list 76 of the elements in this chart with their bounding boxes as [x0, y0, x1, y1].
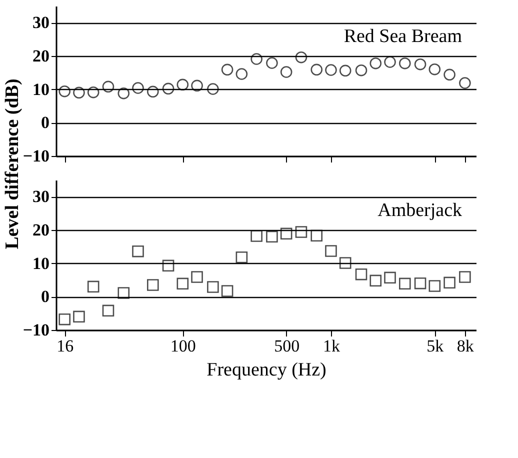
x-tick-label: 500	[274, 336, 300, 356]
y-tick-label: 0	[41, 287, 50, 306]
point	[58, 85, 70, 98]
x-tick-label: 5k	[426, 336, 444, 356]
point	[280, 66, 292, 78]
point	[87, 86, 100, 98]
point	[191, 271, 203, 283]
point	[459, 271, 471, 283]
point	[250, 53, 262, 65]
x-axis-title: Frequency (Hz)	[206, 360, 326, 380]
point	[398, 57, 411, 70]
y-tick-label: −10	[22, 320, 50, 340]
point	[221, 64, 234, 76]
y-axis-title: Level difference (dB)	[2, 78, 23, 250]
y-tick-label: 20	[32, 46, 50, 66]
point	[414, 277, 426, 290]
point	[58, 313, 70, 326]
x-tick-label: 1k	[322, 336, 340, 356]
point	[355, 64, 368, 76]
x-tick-label: 8k	[456, 336, 474, 356]
point	[87, 280, 100, 293]
y-tick-label: 10	[32, 254, 50, 273]
point	[250, 230, 262, 242]
point	[325, 64, 337, 76]
point	[428, 63, 441, 76]
point	[236, 68, 248, 80]
point	[444, 68, 456, 81]
point	[339, 64, 352, 77]
point	[339, 257, 352, 269]
point	[310, 64, 322, 76]
y-tick-label: 20	[32, 220, 50, 240]
point	[162, 260, 174, 272]
point	[132, 82, 144, 94]
point	[295, 51, 308, 64]
point	[162, 82, 174, 95]
point	[118, 87, 130, 100]
point	[73, 310, 85, 323]
point	[132, 245, 144, 258]
series-label: Red Sea Bream	[344, 26, 462, 47]
point	[266, 230, 278, 243]
point	[118, 287, 130, 299]
point	[236, 251, 248, 264]
point	[398, 278, 411, 290]
point	[459, 77, 471, 89]
point	[176, 78, 189, 91]
point	[266, 57, 278, 69]
point	[428, 280, 441, 292]
point	[146, 86, 159, 98]
point	[176, 278, 189, 290]
point	[325, 245, 337, 257]
y-tick-label: 10	[32, 80, 50, 99]
y-tick-label: 30	[32, 187, 50, 206]
point	[280, 228, 292, 240]
point	[146, 279, 159, 291]
point	[102, 304, 114, 317]
y-tick-label: 0	[41, 113, 50, 132]
point	[310, 230, 322, 242]
point	[221, 285, 234, 297]
point	[444, 276, 456, 289]
point	[191, 80, 203, 92]
point	[207, 281, 219, 293]
point	[295, 226, 308, 238]
point	[384, 272, 396, 284]
text: Amberjack	[378, 200, 462, 221]
point	[355, 268, 368, 280]
point	[370, 274, 382, 287]
point	[73, 86, 85, 99]
y-tick-label: 30	[32, 13, 50, 32]
point	[102, 80, 114, 93]
x-tick-label: 100	[170, 336, 196, 356]
point	[384, 56, 396, 68]
x-tick-label: 16	[56, 336, 74, 356]
point	[370, 57, 382, 70]
point	[414, 58, 426, 70]
point	[207, 83, 219, 95]
y-tick-label: −10	[22, 146, 50, 166]
